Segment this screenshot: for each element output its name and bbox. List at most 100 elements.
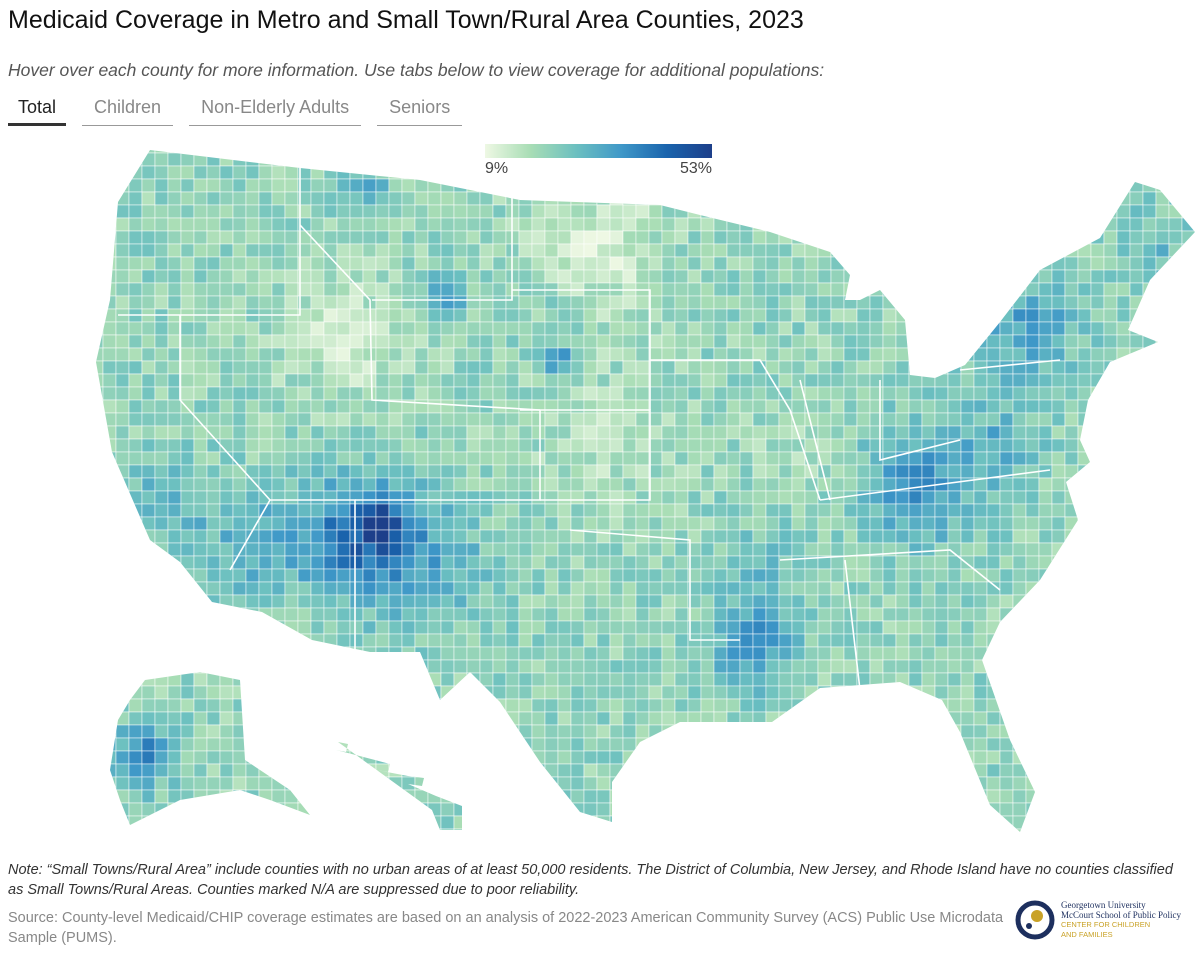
county-cell[interactable]: [986, 659, 1001, 674]
county-cell[interactable]: [401, 698, 416, 713]
county-cell[interactable]: [427, 321, 442, 336]
county-cell[interactable]: [596, 711, 611, 726]
county-cell[interactable]: [1103, 581, 1118, 596]
county-cell[interactable]: [882, 178, 897, 193]
county-cell[interactable]: [141, 815, 156, 830]
county-cell[interactable]: [1168, 503, 1183, 518]
county-cell[interactable]: [271, 191, 286, 206]
county-cell[interactable]: [388, 490, 403, 505]
county-cell[interactable]: [570, 542, 585, 557]
county-cell[interactable]: [258, 750, 273, 765]
county-cell[interactable]: [622, 659, 637, 674]
county-cell[interactable]: [570, 815, 585, 830]
county-cell[interactable]: [882, 516, 897, 531]
county-cell[interactable]: [661, 607, 676, 622]
county-cell[interactable]: [765, 191, 780, 206]
county-cell[interactable]: [193, 269, 208, 284]
county-cell[interactable]: [154, 698, 169, 713]
county-cell[interactable]: [1168, 399, 1183, 414]
county-cell[interactable]: [193, 321, 208, 336]
county-cell[interactable]: [856, 412, 871, 427]
county-cell[interactable]: [908, 399, 923, 414]
county-cell[interactable]: [258, 542, 273, 557]
county-cell[interactable]: [375, 503, 390, 518]
county-cell[interactable]: [700, 672, 715, 687]
county-cell[interactable]: [830, 425, 845, 440]
county-cell[interactable]: [986, 633, 1001, 648]
county-cell[interactable]: [1025, 321, 1040, 336]
county-cell[interactable]: [726, 386, 741, 401]
county-cell[interactable]: [336, 659, 351, 674]
county-cell[interactable]: [791, 815, 806, 830]
county-cell[interactable]: [869, 360, 884, 375]
county-cell[interactable]: [518, 542, 533, 557]
county-cell[interactable]: [1103, 230, 1118, 245]
county-cell[interactable]: [492, 282, 507, 297]
county-cell[interactable]: [531, 503, 546, 518]
county-cell[interactable]: [440, 360, 455, 375]
county-cell[interactable]: [492, 750, 507, 765]
county-cell[interactable]: [739, 828, 754, 840]
county-cell[interactable]: [479, 581, 494, 596]
county-cell[interactable]: [180, 360, 195, 375]
county-cell[interactable]: [466, 698, 481, 713]
county-cell[interactable]: [557, 646, 572, 661]
county-cell[interactable]: [713, 828, 728, 840]
county-cell[interactable]: [1012, 750, 1027, 765]
county-cell[interactable]: [388, 750, 403, 765]
county-cell[interactable]: [1051, 763, 1066, 778]
county-cell[interactable]: [583, 373, 598, 388]
county-cell[interactable]: [1103, 152, 1118, 167]
county-cell[interactable]: [999, 425, 1014, 440]
county-cell[interactable]: [583, 451, 598, 466]
county-cell[interactable]: [778, 490, 793, 505]
county-cell[interactable]: [349, 321, 364, 336]
county-cell[interactable]: [1064, 542, 1079, 557]
county-cell[interactable]: [986, 698, 1001, 713]
county-cell[interactable]: [518, 828, 533, 840]
county-cell[interactable]: [1168, 178, 1183, 193]
county-cell[interactable]: [466, 347, 481, 362]
county-cell[interactable]: [453, 542, 468, 557]
county-cell[interactable]: [843, 243, 858, 258]
county-cell[interactable]: [1077, 750, 1092, 765]
county-cell[interactable]: [349, 477, 364, 492]
county-cell[interactable]: [1155, 347, 1170, 362]
county-cell[interactable]: [193, 568, 208, 583]
county-cell[interactable]: [362, 243, 377, 258]
county-cell[interactable]: [583, 217, 598, 232]
county-cell[interactable]: [297, 386, 312, 401]
county-cell[interactable]: [934, 789, 949, 804]
county-cell[interactable]: [869, 659, 884, 674]
county-cell[interactable]: [1077, 425, 1092, 440]
county-cell[interactable]: [778, 230, 793, 245]
county-cell[interactable]: [375, 204, 390, 219]
county-cell[interactable]: [713, 256, 728, 271]
county-cell[interactable]: [90, 646, 104, 661]
county-cell[interactable]: [427, 282, 442, 297]
county-cell[interactable]: [388, 763, 403, 778]
county-cell[interactable]: [778, 542, 793, 557]
county-cell[interactable]: [479, 594, 494, 609]
county-cell[interactable]: [752, 555, 767, 570]
county-cell[interactable]: [817, 750, 832, 765]
county-cell[interactable]: [453, 581, 468, 596]
county-cell[interactable]: [1012, 438, 1027, 453]
county-cell[interactable]: [1168, 269, 1183, 284]
county-cell[interactable]: [817, 295, 832, 310]
county-cell[interactable]: [778, 269, 793, 284]
county-cell[interactable]: [596, 269, 611, 284]
county-cell[interactable]: [947, 256, 962, 271]
county-cell[interactable]: [609, 646, 624, 661]
county-cell[interactable]: [518, 620, 533, 635]
county-cell[interactable]: [453, 516, 468, 531]
county-cell[interactable]: [856, 516, 871, 531]
county-cell[interactable]: [193, 140, 208, 154]
county-cell[interactable]: [843, 438, 858, 453]
county-cell[interactable]: [648, 594, 663, 609]
county-cell[interactable]: [1064, 724, 1079, 739]
county-cell[interactable]: [830, 295, 845, 310]
county-cell[interactable]: [661, 373, 676, 388]
county-cell[interactable]: [1025, 178, 1040, 193]
county-cell[interactable]: [804, 633, 819, 648]
